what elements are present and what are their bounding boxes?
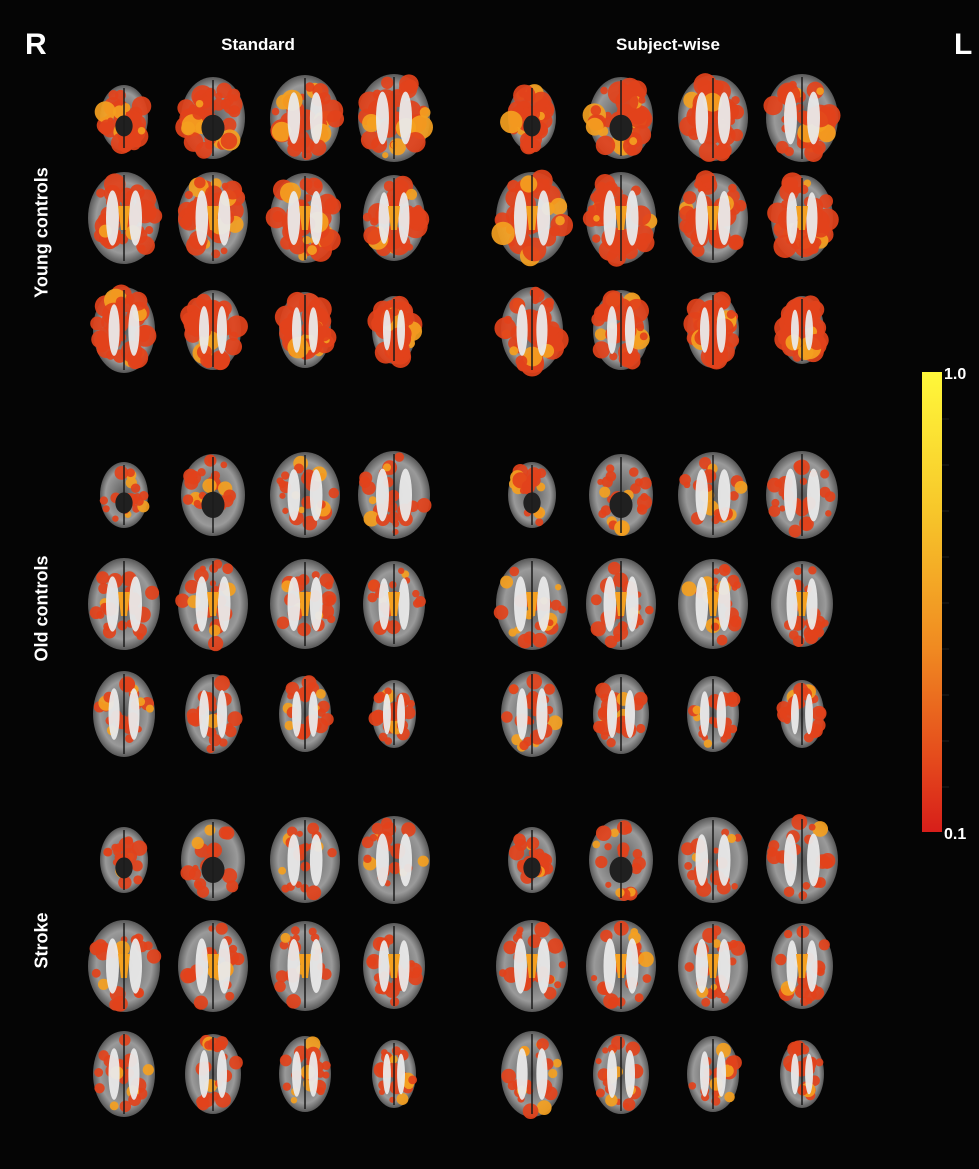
column-title-standard: Standard <box>221 35 295 54</box>
brain-slice <box>678 921 748 1011</box>
brain-slice <box>508 462 556 528</box>
brain-slice <box>776 680 827 748</box>
brain-slice <box>177 172 248 264</box>
brain-slice <box>771 923 833 1009</box>
brain-slice <box>582 172 658 267</box>
colorbar-tick <box>942 740 949 742</box>
brain-slice <box>270 75 345 161</box>
brain-slice <box>763 74 841 162</box>
brain-slice <box>678 452 748 538</box>
brain-slice <box>94 85 152 154</box>
brain-slice <box>270 921 340 1011</box>
brain-slice <box>178 920 248 1012</box>
brain-slice <box>362 175 430 261</box>
brain-slice <box>270 559 340 649</box>
brain-slice <box>99 462 150 528</box>
right-orientation-label: R <box>25 28 47 61</box>
brain-slice <box>501 671 563 757</box>
colorbar-tick <box>942 418 949 420</box>
colorbar <box>922 372 942 832</box>
colorbar-max-label: 1.0 <box>944 366 967 383</box>
brain-slice <box>683 291 740 370</box>
brain-slice <box>88 920 162 1012</box>
brain-slice <box>593 674 649 754</box>
brain-slice <box>591 290 650 370</box>
brain-slice <box>678 817 748 903</box>
brain-slice <box>279 675 334 752</box>
brain-slice <box>766 814 838 904</box>
brain-slice <box>100 827 148 893</box>
brain-slice <box>774 295 829 364</box>
brain-slice <box>491 169 574 267</box>
colorbar-tick <box>942 464 949 466</box>
brain-slice <box>678 73 748 162</box>
brain-slice <box>687 676 741 752</box>
brain-slice <box>93 671 155 757</box>
brain-slice <box>780 1040 824 1108</box>
brain-slice <box>508 827 556 893</box>
colorbar-min-label: 0.1 <box>944 826 967 843</box>
brain-slice <box>185 674 243 754</box>
brain-slice <box>687 1036 742 1112</box>
brain-slice <box>589 819 653 901</box>
brain-slice <box>279 1036 331 1112</box>
brain-slice <box>582 77 653 159</box>
brain-slice <box>372 1040 418 1108</box>
colorbar-tick <box>942 510 949 512</box>
brain-slice <box>368 680 416 748</box>
brain-slice <box>180 290 248 371</box>
brain-slice <box>766 451 838 539</box>
brain-slice <box>274 291 337 368</box>
brain-slice <box>265 173 342 263</box>
brain-slice <box>367 295 423 368</box>
colorbar-tick <box>942 648 949 650</box>
brain-slice <box>180 819 245 901</box>
left-orientation-label: L <box>954 28 973 61</box>
brain-slice <box>185 1034 243 1114</box>
brain-slice <box>678 170 748 263</box>
brain-slice <box>501 1031 563 1120</box>
brain-slice <box>270 817 340 903</box>
brain-slice <box>771 561 833 647</box>
brain-slice <box>175 558 248 652</box>
brain-slice <box>678 559 748 649</box>
brain-slice <box>586 920 656 1012</box>
brain-slice <box>586 558 656 650</box>
brain-slice <box>358 74 434 162</box>
brain-slice <box>493 558 568 650</box>
brain-slice <box>358 816 430 904</box>
brain-slice <box>90 284 157 373</box>
brain-slice <box>93 1031 155 1117</box>
brain-slice <box>363 923 425 1009</box>
column-title-subject-wise: Subject-wise <box>616 35 720 54</box>
brain-slice <box>593 1034 649 1114</box>
brain-slice <box>270 452 340 538</box>
brain-slice <box>496 920 568 1012</box>
brain-slice <box>181 454 245 536</box>
colorbar-tick <box>942 602 949 604</box>
colorbar-tick <box>942 786 949 788</box>
colorbar-tick <box>942 556 949 558</box>
brain-slice <box>767 172 839 261</box>
brain-slice <box>358 451 432 539</box>
brain-slice <box>88 558 160 650</box>
brain-slice <box>88 172 163 264</box>
brain-slice <box>363 561 426 647</box>
brain-slice <box>175 77 245 159</box>
brain-slice <box>500 84 556 155</box>
colorbar-tick <box>942 694 949 696</box>
brain-slice <box>589 454 653 536</box>
brain-slice <box>494 286 569 377</box>
